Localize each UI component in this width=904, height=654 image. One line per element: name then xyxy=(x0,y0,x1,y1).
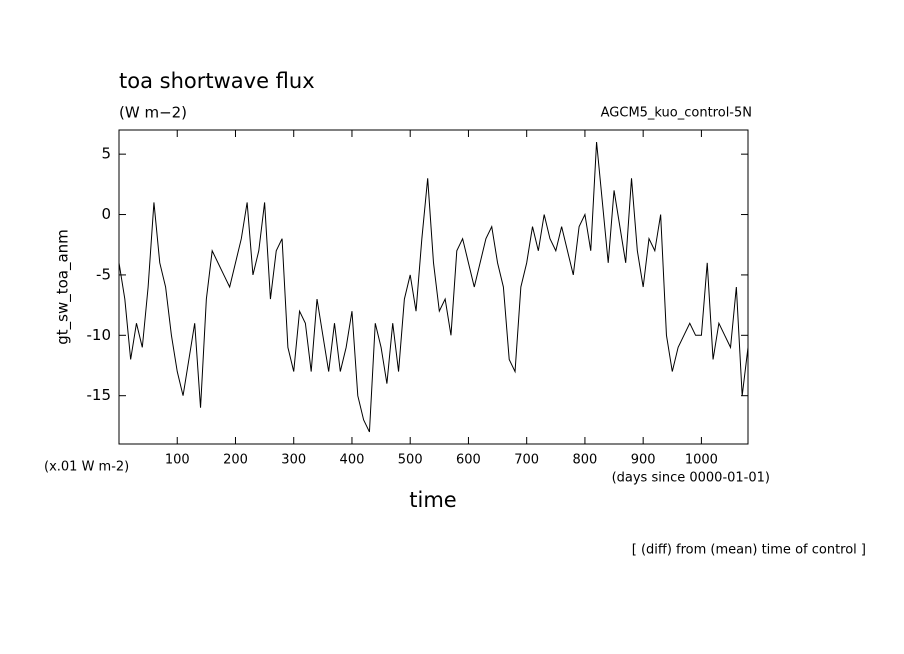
data-line xyxy=(118,142,749,433)
x-tick-label: 700 xyxy=(514,453,539,468)
chart-title: toa shortwave flux xyxy=(119,69,315,93)
y-tick-label: -10 xyxy=(87,326,112,344)
experiment-label: AGCM5_kuo_control-5N xyxy=(601,106,752,121)
x-tick-label: 800 xyxy=(573,453,598,468)
x-axis-title: time xyxy=(409,488,456,512)
chart-subtitle: (W m−2) xyxy=(119,104,187,122)
y-tick-label: 5 xyxy=(101,145,111,163)
x-tick-label: 500 xyxy=(398,453,423,468)
plot-frame xyxy=(118,129,749,445)
y-tick-label: -15 xyxy=(87,386,112,404)
x-unit: (days since 0000-01-01) xyxy=(612,471,770,486)
x-tick-label: 900 xyxy=(631,453,656,468)
y-unit: (x.01 W m-2) xyxy=(44,460,129,475)
x-tick-label: 100 xyxy=(165,453,190,468)
x-tick-label: 600 xyxy=(456,453,481,468)
x-tick-label: 400 xyxy=(340,453,365,468)
x-tick-label: 300 xyxy=(281,453,306,468)
x-tick-label: 1000 xyxy=(685,453,718,468)
y-axis-title: gt_sw_toa_anm xyxy=(54,229,73,345)
x-tick-label: 200 xyxy=(223,453,248,468)
note: [ (diff) from (mean) time of control ] xyxy=(632,543,866,558)
y-tick-label: 0 xyxy=(101,205,111,223)
y-tick-label: -5 xyxy=(96,265,111,283)
